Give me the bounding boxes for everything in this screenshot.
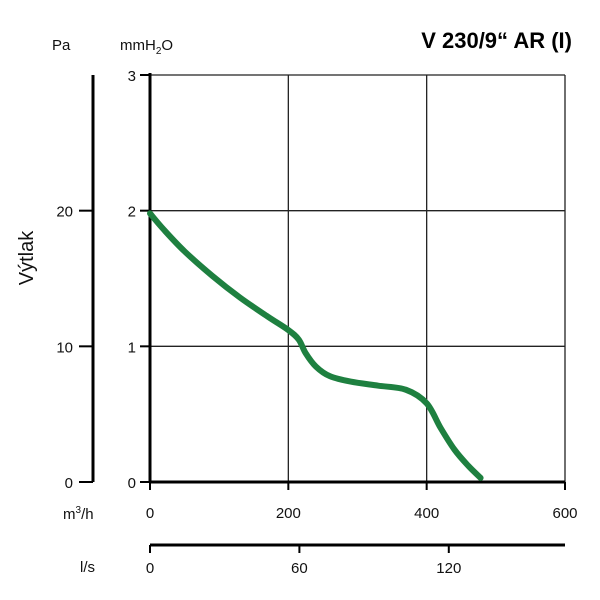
data-point-0-13 — [405, 389, 406, 390]
data-point-0-4 — [239, 297, 240, 298]
chart-title: V 230/9“ AR (I) — [421, 28, 572, 53]
data-point-0-0 — [150, 213, 151, 214]
x-unit-ls: l/s — [80, 559, 95, 576]
y-tick-label-pa-1: 10 — [56, 339, 73, 356]
data-point-0-15 — [440, 427, 441, 428]
data-point-0-9 — [316, 366, 317, 367]
x-tick-label-m3h-0: 0 — [146, 505, 154, 522]
data-point-0-14 — [426, 403, 427, 404]
x-tick-label-m3h-2: 400 — [414, 505, 439, 522]
data-point-0-5 — [267, 316, 268, 317]
series-line-0 — [147, 210, 484, 481]
data-point-0-10 — [329, 376, 330, 377]
series-layer — [147, 210, 484, 481]
axes — [79, 73, 566, 553]
data-point-0-18 — [480, 477, 481, 478]
data-point-0-6 — [288, 330, 289, 331]
data-point-0-7 — [298, 339, 299, 340]
y-tick-label-mmh2o-0: 0 — [128, 475, 136, 492]
y-axis-label: Výtlak — [16, 230, 38, 285]
y-tick-label-pa-2: 20 — [56, 204, 73, 221]
data-point-0-17 — [468, 465, 469, 466]
x-tick-label-ls-0: 0 — [146, 560, 154, 577]
y-tick-label-pa-0: 0 — [65, 475, 73, 492]
data-point-0-12 — [378, 385, 379, 386]
x-tick-label-m3h-3: 600 — [552, 505, 577, 522]
data-point-0-2 — [184, 251, 185, 252]
y-tick-label-mmh2o-1: 1 — [128, 339, 136, 356]
x-unit-m3h-sup: 3 — [76, 505, 82, 516]
y-unit-mmh2o-sub: 2 — [156, 46, 162, 57]
x-tick-label-ls-2: 120 — [436, 560, 461, 577]
y-tick-label-mmh2o-2: 2 — [128, 204, 136, 221]
data-point-0-16 — [454, 449, 455, 450]
y-tick-label-mmh2o-3: 3 — [128, 68, 136, 85]
x-tick-label-ls-1: 60 — [291, 560, 308, 577]
x-tick-label-m3h-1: 200 — [276, 505, 301, 522]
data-point-0-3 — [212, 275, 213, 276]
data-point-0-8 — [305, 353, 306, 354]
grid — [150, 74, 566, 482]
data-point-0-11 — [350, 381, 351, 382]
x-unit-m3h: m3/h — [63, 505, 94, 523]
y-unit-pa: Pa — [52, 37, 71, 54]
y-unit-mmh2o: mmH2O — [120, 37, 173, 57]
data-point-0-1 — [163, 229, 164, 230]
